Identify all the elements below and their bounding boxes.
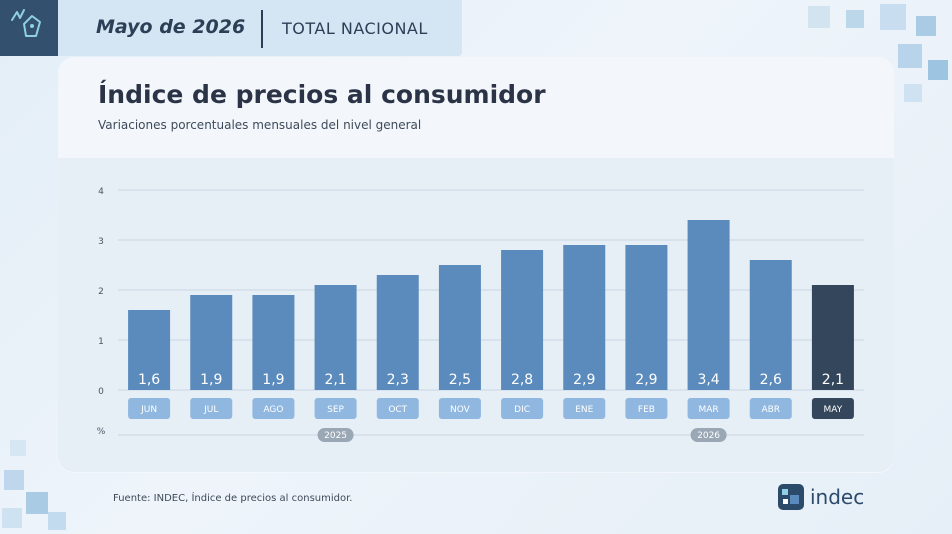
bar-value-label: 2,8 xyxy=(511,372,533,388)
year-pill xyxy=(317,428,354,442)
header-divider xyxy=(261,10,263,48)
report-date: Mayo de 2026 xyxy=(96,16,246,38)
x-tick-label: JUL xyxy=(203,405,218,415)
header-bar: Mayo de 2026 TOTAL NACIONAL xyxy=(0,0,462,56)
bar xyxy=(563,245,606,390)
month-pill xyxy=(687,398,730,419)
month-pill xyxy=(563,398,606,419)
bar xyxy=(749,260,792,390)
bar-value-label: 1,6 xyxy=(138,372,160,388)
x-tick-label: FEB xyxy=(638,405,655,415)
report-region: TOTAL NACIONAL xyxy=(282,19,428,38)
x-tick-label: ABR xyxy=(761,405,780,415)
month-pill xyxy=(501,398,544,419)
month-pill xyxy=(128,398,171,419)
month-pill xyxy=(749,398,792,419)
x-tick-label: MAY xyxy=(824,405,843,415)
bar xyxy=(501,250,544,390)
x-tick-label: ENE xyxy=(575,405,593,415)
bar-value-label: 2,9 xyxy=(573,372,595,388)
y-axis-unit: % xyxy=(97,427,106,437)
bar-value-label: 2,1 xyxy=(822,372,844,388)
month-pill xyxy=(625,398,668,419)
chart-title: Índice de precios al consumidor xyxy=(98,80,546,109)
bar xyxy=(687,220,730,390)
x-tick-label: MAR xyxy=(698,405,718,415)
chart-subtitle: Variaciones porcentuales mensuales del n… xyxy=(98,118,422,132)
source-note: Fuente: INDEC, Índice de precios al cons… xyxy=(113,493,353,504)
bar xyxy=(625,245,668,390)
bar-value-label: 2,3 xyxy=(387,372,409,388)
y-tick-label: 0 xyxy=(98,387,104,397)
bar-value-label: 2,9 xyxy=(635,372,657,388)
y-tick-label: 3 xyxy=(98,237,104,247)
bar xyxy=(438,265,481,390)
bar xyxy=(190,295,233,390)
bar-value-label: 2,5 xyxy=(449,372,471,388)
bar-value-label: 2,1 xyxy=(324,372,346,388)
y-tick-label: 2 xyxy=(98,287,104,297)
x-tick-label: DIC xyxy=(514,405,530,415)
month-pill xyxy=(190,398,233,419)
month-pill xyxy=(811,398,854,419)
y-tick-label: 4 xyxy=(98,187,104,197)
brand-name: indec xyxy=(810,485,865,509)
brand-logo: indec xyxy=(778,484,864,510)
year-label: 2026 xyxy=(697,431,720,441)
x-tick-label: JUN xyxy=(140,405,157,415)
bar xyxy=(314,285,357,390)
bar xyxy=(811,285,854,390)
month-pill xyxy=(376,398,419,419)
x-tick-label: AGO xyxy=(263,405,283,415)
y-tick-label: 1 xyxy=(98,337,104,347)
bar xyxy=(376,275,419,390)
indec-logo-icon xyxy=(778,484,804,510)
tag-logo-icon xyxy=(11,9,41,37)
month-pill xyxy=(314,398,357,419)
bar-value-label: 2,6 xyxy=(760,372,782,388)
x-tick-label: OCT xyxy=(388,405,407,415)
bar-value-label: 3,4 xyxy=(697,372,719,388)
x-tick-label: NOV xyxy=(450,405,471,415)
month-pill xyxy=(252,398,295,419)
bar-value-label: 1,9 xyxy=(262,372,284,388)
x-tick-label: SEP xyxy=(327,405,344,415)
year-pill xyxy=(690,428,727,442)
logo-tile xyxy=(0,0,58,56)
month-pill xyxy=(438,398,481,419)
bar xyxy=(128,310,171,390)
bar-value-label: 1,9 xyxy=(200,372,222,388)
bar xyxy=(252,295,295,390)
year-label: 2025 xyxy=(324,431,347,441)
